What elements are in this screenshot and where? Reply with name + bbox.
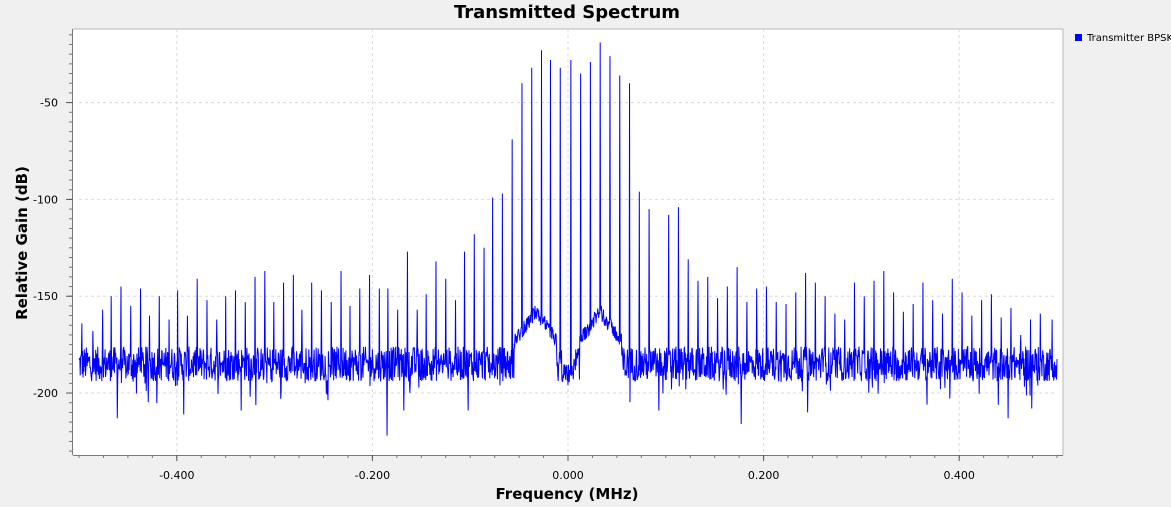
y-tick-label: -150 (33, 290, 58, 303)
x-tick-label: -0.400 (159, 469, 194, 482)
x-tick-label: 0.200 (748, 469, 780, 482)
y-tick-label: -200 (33, 387, 58, 400)
legend-swatch (1075, 34, 1082, 41)
x-tick-label: 0.400 (943, 469, 975, 482)
minor-ticks (69, 34, 1058, 458)
x-tick-label: 0.000 (552, 469, 584, 482)
y-tick-label: -50 (40, 97, 58, 110)
chart-title: Transmitted Spectrum (454, 2, 680, 23)
y-axis-label: Relative Gain (dB) (13, 166, 31, 320)
x-tick-label: -0.200 (355, 469, 390, 482)
plot-area: -0.400 -0.200 0.000 0.200 0.400 -50 -100 -150 -2… (33, 28, 1064, 482)
y-tick-label: -100 (33, 193, 58, 206)
series-line-transmitter-bpsk (78, 42, 1058, 436)
legend-entry-transmitter-bpsk: Transmitter BPSK (1086, 33, 1171, 44)
legend: Transmitter BPSK (1075, 33, 1171, 44)
x-axis-label: Frequency (MHz) (496, 485, 639, 503)
